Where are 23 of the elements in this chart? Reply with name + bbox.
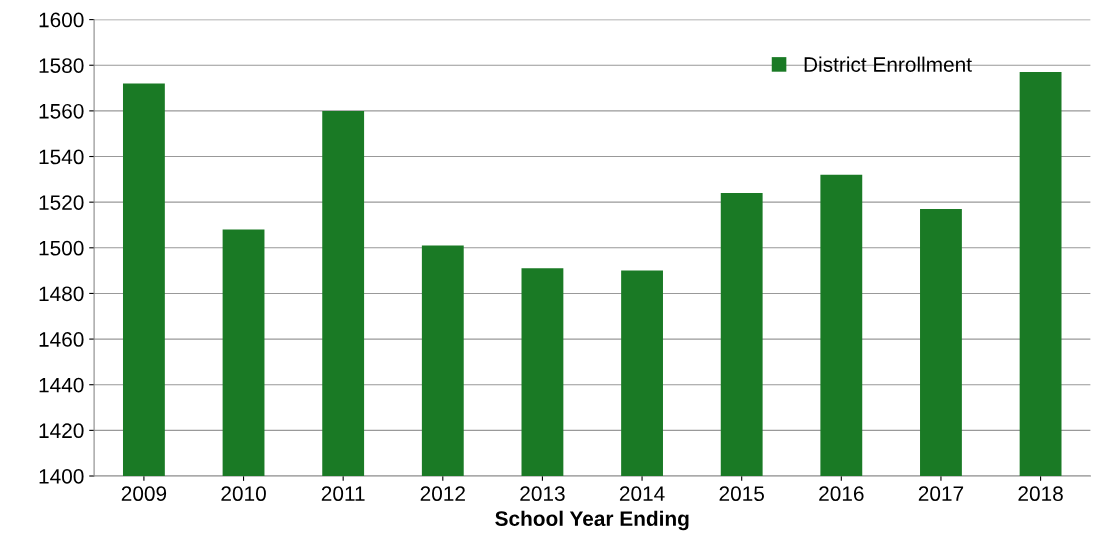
x-tick-label: 2018 (1018, 486, 1063, 502)
y-tick-label: 1600 (39, 12, 84, 28)
y-tick-label: 1440 (39, 377, 84, 393)
x-tick-label: 2014 (619, 486, 665, 502)
x-tick-label: 2011 (321, 486, 365, 502)
x-tick-label: 2012 (420, 486, 465, 502)
x-tick-label: 2009 (121, 486, 167, 502)
legend-label: District Enrollment (804, 56, 972, 72)
y-tick-label: 1460 (39, 332, 84, 347)
x-tick-label: 2016 (819, 486, 864, 502)
x-axis-title: School Year Ending (495, 510, 689, 531)
y-tick-label: 1560 (39, 103, 84, 119)
y-tick-label: 1580 (39, 58, 84, 73)
y-tick-label: 1540 (39, 149, 84, 165)
x-tick-label: 2010 (221, 486, 266, 502)
y-tick-label: 1420 (39, 423, 84, 439)
y-tick-label: 1480 (39, 286, 84, 302)
x-tick-label: 2013 (520, 486, 565, 502)
x-tick-label: 2015 (719, 486, 764, 502)
y-tick-label: 1500 (39, 240, 84, 256)
y-tick-label: 1400 (39, 469, 84, 484)
y-tick-label: 1520 (39, 195, 84, 210)
x-tick-label: 2017 (918, 486, 964, 502)
